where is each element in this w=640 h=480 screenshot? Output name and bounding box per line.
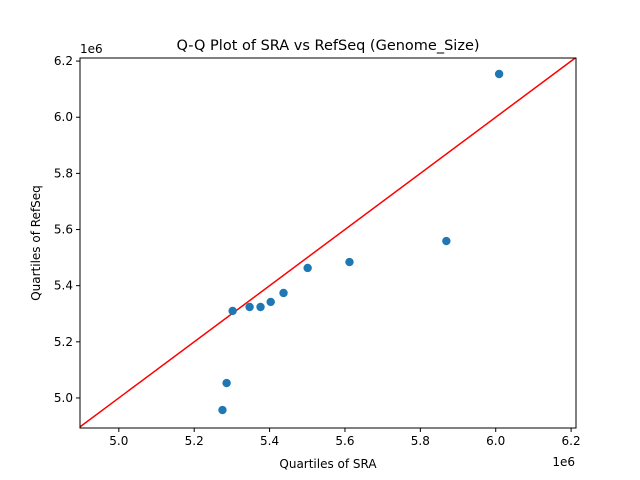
plot-frame [79,57,577,429]
x-tick-label: 5.8 [411,434,430,448]
y-axis-label: Quartiles of RefSeq [29,185,43,301]
x-tick-label: 5.0 [109,434,128,448]
y-offset-label: 1e6 [80,42,103,56]
x-tick-label: 5.4 [260,434,279,448]
x-axis-label: Quartiles of SRA [279,457,377,471]
chart-title: Q-Q Plot of SRA vs RefSeq (Genome_Size) [176,38,479,54]
x-tick-label: 5.6 [335,434,354,448]
data-point [218,405,227,415]
x-tick-label: 5.2 [185,434,204,448]
data-point [256,302,265,312]
x-tick-label: 6.2 [562,434,581,448]
data-point [245,302,254,312]
y-tick-label: 6.0 [54,110,73,124]
y-tick-label: 5.2 [54,335,73,349]
data-point [494,69,504,79]
data-point [303,263,312,273]
data-point [279,288,288,298]
x-offset-label: 1e6 [552,455,575,469]
y-tick-label: 5.4 [54,279,73,293]
data-point [222,378,231,388]
reference-line [79,57,576,428]
data-point [228,306,237,316]
data-point [345,257,354,267]
y-tick-label: 5.6 [54,223,73,237]
y-tick-label: 6.2 [54,54,73,68]
y-tick-label: 5.0 [54,391,73,405]
data-point [442,236,451,246]
y-tick-label: 5.8 [54,166,73,180]
x-tick-label: 6.0 [486,434,505,448]
data-point [266,297,275,307]
